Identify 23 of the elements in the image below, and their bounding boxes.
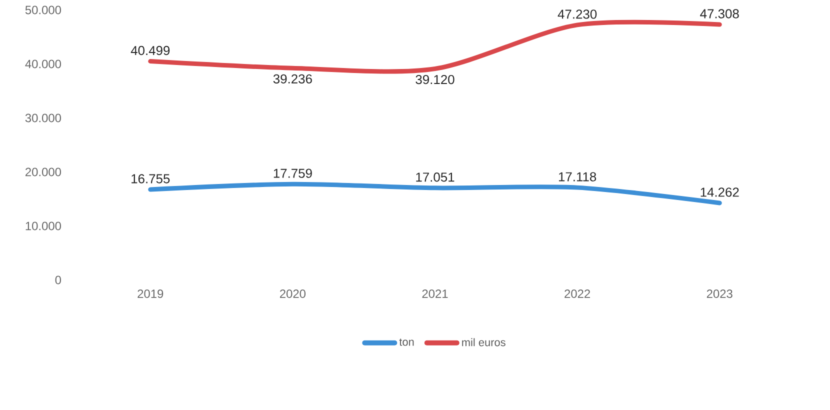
data-label: 47.308 — [700, 9, 739, 18]
data-label: 39.236 — [273, 74, 312, 84]
data-label: 17.759 — [274, 168, 312, 178]
data-label: 17.051 — [416, 172, 454, 182]
x-tick-label: 2019 — [138, 290, 164, 298]
data-label: 16.755 — [132, 174, 170, 184]
x-tick-label: 2022 — [564, 290, 590, 298]
x-tick-label: 2023 — [706, 290, 732, 298]
legend-label: mil euros — [462, 338, 506, 346]
data-label: 17.118 — [558, 172, 596, 182]
y-tick-label: 0 — [55, 276, 62, 284]
data-label: 47.230 — [558, 10, 597, 19]
legend-label: ton — [399, 338, 414, 346]
y-tick-label: 40.000 — [25, 60, 62, 68]
data-label: 14.262 — [700, 188, 739, 197]
x-tick-label: 2021 — [422, 290, 448, 298]
y-tick-label: 10.000 — [26, 222, 62, 230]
y-tick-label: 20.000 — [26, 168, 62, 176]
data-label: 39.120 — [416, 74, 454, 84]
y-tick-label: 50.000 — [25, 6, 62, 14]
data-label: 40.499 — [130, 46, 170, 56]
x-tick-label: 2020 — [280, 290, 306, 298]
y-tick-label: 30.000 — [25, 114, 62, 122]
